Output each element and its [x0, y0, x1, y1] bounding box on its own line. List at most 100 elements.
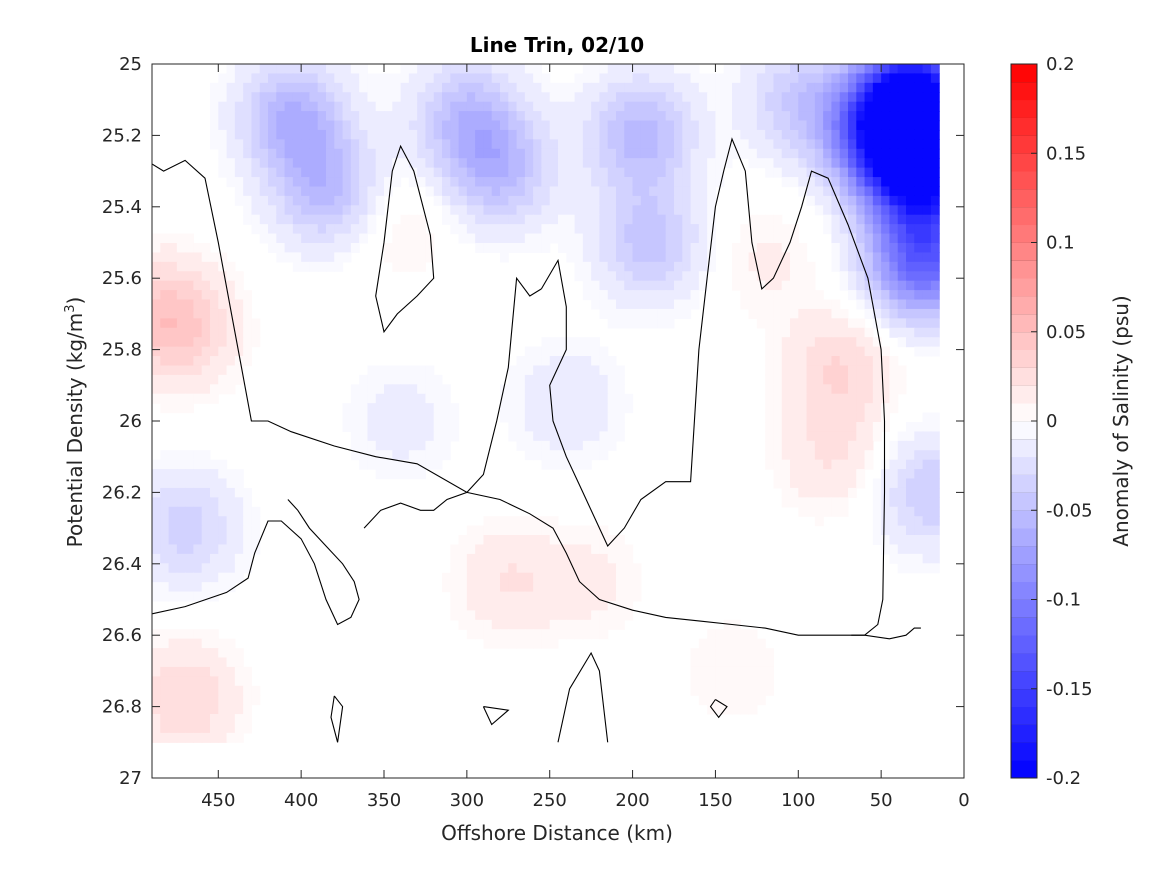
heatmap-cell	[756, 290, 766, 301]
heatmap-cell	[823, 101, 833, 112]
heatmap-cell	[541, 516, 551, 527]
heatmap-cell	[558, 384, 567, 395]
heatmap-cell	[433, 139, 443, 150]
heatmap-cell	[152, 497, 161, 508]
heatmap-cell	[243, 158, 253, 169]
heatmap-cell	[541, 450, 551, 461]
heatmap-cell	[417, 365, 427, 376]
heatmap-cell	[301, 101, 311, 112]
heatmap-cell	[574, 337, 584, 348]
heatmap-cell	[831, 374, 841, 385]
heatmap-cell	[516, 243, 526, 254]
heatmap-cell	[922, 516, 932, 527]
heatmap-cell	[897, 299, 907, 310]
heatmap-cell	[682, 186, 692, 197]
heatmap-cell	[582, 280, 592, 291]
heatmap-cell	[607, 318, 617, 329]
heatmap-cell	[881, 308, 891, 319]
heatmap-cell	[185, 582, 195, 593]
heatmap-cell	[475, 525, 485, 536]
heatmap-cell	[160, 271, 170, 282]
heatmap-cell	[781, 421, 791, 433]
heatmap-cell	[848, 64, 857, 75]
heatmap-cell	[193, 638, 203, 649]
heatmap-cell	[243, 64, 253, 75]
heatmap-cell	[872, 516, 882, 527]
heatmap-cell	[682, 205, 692, 216]
heatmap-cell	[566, 403, 576, 414]
heatmap-cell	[922, 478, 932, 489]
heatmap-cell	[234, 280, 244, 291]
heatmap-cell	[765, 318, 775, 329]
heatmap-cell	[607, 101, 617, 112]
heatmap-cell	[665, 73, 675, 84]
heatmap-cell	[367, 440, 377, 451]
heatmap-cell	[218, 365, 228, 376]
heatmap-cell	[682, 195, 692, 206]
heatmap-cell	[690, 158, 700, 169]
heatmap-cell	[201, 393, 211, 404]
heatmap-cell	[839, 356, 849, 367]
heatmap-cell	[889, 487, 899, 498]
heatmap-cell	[665, 129, 675, 140]
heatmap-cell	[930, 64, 940, 75]
heatmap-cell	[798, 73, 808, 84]
heatmap-cell	[790, 129, 799, 140]
heatmap-cell	[466, 535, 476, 546]
heatmap-cell	[574, 205, 584, 216]
heatmap-cell	[897, 129, 907, 140]
x-axis-ticks: 450 400 350 300 250 200 150 100 50 0	[201, 64, 970, 811]
heatmap-cell	[558, 629, 567, 640]
heatmap-cell	[243, 327, 253, 338]
heatmap-cell	[193, 666, 203, 677]
heatmap-cell	[185, 459, 195, 470]
heatmap-cell	[889, 243, 899, 254]
heatmap-cell	[765, 271, 775, 282]
heatmap-cell	[599, 308, 609, 319]
x-tick-label: 150	[698, 790, 732, 811]
heatmap-cell	[218, 308, 228, 319]
heatmap-cell	[425, 139, 435, 150]
heatmap-cell	[773, 139, 783, 150]
heatmap-cell	[698, 73, 708, 84]
heatmap-cell	[649, 252, 659, 263]
heatmap-cell	[881, 64, 891, 75]
heatmap-cell	[607, 214, 617, 225]
heatmap-cell	[558, 111, 567, 122]
heatmap-cell	[442, 158, 451, 169]
heatmap-cell	[176, 290, 186, 301]
heatmap-cell	[524, 92, 534, 103]
heatmap-cell	[558, 346, 567, 357]
heatmap-cell	[508, 610, 518, 621]
heatmap-cell	[889, 393, 899, 404]
heatmap-cell	[160, 723, 170, 734]
heatmap-cell	[657, 195, 667, 206]
heatmap-cell	[823, 92, 833, 103]
heatmap-cell	[508, 572, 518, 583]
heatmap-cell	[574, 233, 584, 244]
heatmap-cell	[599, 73, 609, 84]
heatmap-cell	[350, 82, 360, 93]
heatmap-cell	[251, 158, 261, 169]
heatmap-cell	[839, 497, 849, 508]
heatmap-cell	[922, 111, 932, 122]
heatmap-cell	[914, 82, 924, 93]
heatmap-cell	[806, 365, 816, 376]
heatmap-cell	[823, 393, 833, 404]
heatmap-cell	[558, 224, 567, 235]
heatmap-cell	[831, 252, 841, 263]
heatmap-cell	[640, 148, 650, 159]
heatmap-cell	[458, 139, 468, 150]
heatmap-cell	[773, 290, 783, 301]
heatmap-cell	[698, 148, 708, 159]
heatmap-cell	[425, 431, 435, 442]
heatmap-cell	[773, 82, 783, 93]
heatmap-cell	[881, 412, 891, 423]
heatmap-cell	[740, 666, 750, 677]
heatmap-cell	[516, 195, 526, 206]
heatmap-cell	[524, 600, 534, 612]
heatmap-cell	[359, 195, 369, 206]
heatmap-cell	[466, 563, 476, 574]
heatmap-cell	[790, 412, 799, 423]
heatmap-cell	[665, 252, 675, 263]
